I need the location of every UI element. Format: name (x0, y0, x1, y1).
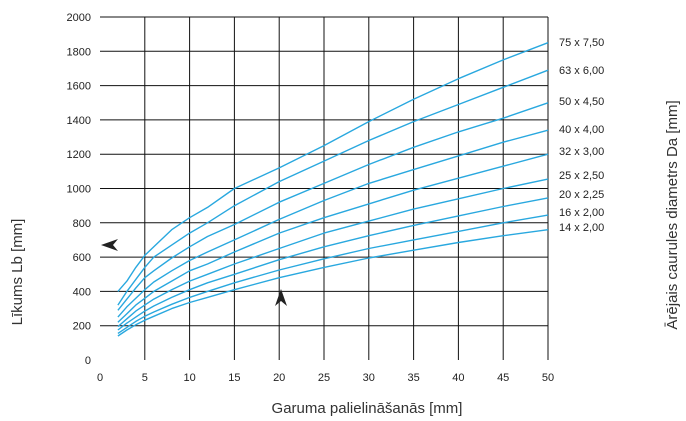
series-label: 20 x 2,25 (559, 189, 604, 201)
x-tick-label: 0 (97, 372, 103, 384)
y-tick-label: 400 (73, 286, 91, 298)
series-label: 32 x 3,00 (559, 146, 604, 158)
y-tick-label: 1600 (67, 81, 91, 93)
series-lines (117, 42, 549, 337)
y-tick-label: 0 (85, 355, 91, 367)
series-line (117, 153, 549, 323)
x-tick-label: 15 (228, 372, 240, 384)
x-tick-label: 40 (452, 372, 464, 384)
y-tick-label: 1400 (67, 115, 91, 127)
series-labels: 75 x 7,50 63 x 6,00 50 x 4,50 40 x 4,00 32 x… (559, 37, 604, 234)
secondary-axis-title: Ārējais caurules diametrs Da [mm] (664, 100, 681, 329)
series-line (117, 214, 549, 334)
series-line (117, 178, 549, 328)
y-tick-label: 200 (73, 321, 91, 333)
y-tick-label: 1200 (67, 149, 91, 161)
series-line (117, 229, 549, 337)
series-line (117, 129, 549, 318)
y-tick-label: 800 (73, 218, 91, 230)
x-axis-title: Garuma palielināšanās [mm] (272, 400, 463, 417)
series-label: 40 x 4,00 (559, 124, 604, 136)
x-tick-label: 5 (142, 372, 148, 384)
series-label: 63 x 6,00 (559, 65, 604, 77)
series-label: 16 x 2,00 (559, 207, 604, 219)
x-tick-label: 25 (318, 372, 330, 384)
y-tick-label: 2000 (67, 12, 91, 24)
y-tick-label: 1800 (67, 46, 91, 58)
y-axis-title: Līkums Lb [mm] (9, 219, 26, 326)
x-tick-label: 20 (273, 372, 285, 384)
grid (100, 16, 549, 360)
series-line (117, 197, 549, 331)
x-tick-label: 45 (497, 372, 509, 384)
y-axis-ticks: 0 200 400 600 800 1000 1200 1400 1600 1800 2000 (67, 12, 91, 367)
series-label: 75 x 7,50 (559, 37, 604, 49)
y-tick-label: 1000 (67, 184, 91, 196)
x-tick-label: 30 (363, 372, 375, 384)
series-label: 50 x 4,50 (559, 96, 604, 108)
series-line (117, 42, 549, 292)
series-label: 14 x 2,00 (559, 222, 604, 234)
left-arrow-icon (101, 239, 118, 251)
x-tick-label: 35 (407, 372, 419, 384)
series-line (117, 69, 549, 306)
up-arrow-icon (275, 289, 287, 306)
series-line (117, 102, 549, 311)
series-label: 25 x 2,50 (559, 170, 604, 182)
x-tick-label: 10 (183, 372, 195, 384)
x-tick-label: 50 (542, 372, 554, 384)
y-tick-label: 600 (73, 252, 91, 264)
x-axis-ticks: 0 5 10 15 20 25 30 35 40 45 50 (97, 372, 554, 384)
